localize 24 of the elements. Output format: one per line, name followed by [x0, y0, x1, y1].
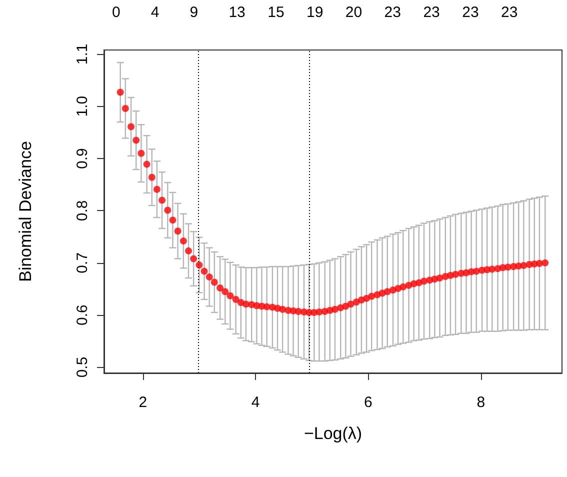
y-tick-label: 0.5 — [74, 356, 91, 378]
text: 20 — [345, 4, 362, 21]
text: 0 — [112, 4, 120, 21]
y-axis-title: Binomial Deviance — [16, 141, 35, 282]
text: 13 — [228, 4, 246, 21]
text: 23 — [423, 4, 440, 21]
text: 23 — [462, 4, 479, 21]
y-tick-label: 1.1 — [74, 44, 91, 65]
text: 15 — [268, 4, 284, 21]
text: 23 — [501, 4, 518, 21]
x-tick-label: 4 — [251, 394, 260, 411]
y-tick-label: 0.8 — [74, 200, 91, 222]
text: 23 — [384, 4, 401, 21]
text: 9 — [190, 4, 198, 21]
y-tick-label: 0.6 — [74, 304, 91, 326]
x-tick-label: 8 — [476, 394, 486, 411]
x-tick-label: 6 — [364, 394, 372, 411]
y-tick-label: 1.0 — [74, 96, 91, 117]
text: 19 — [306, 4, 324, 21]
text: 4 — [150, 4, 160, 21]
y-tick-label: 0.9 — [74, 148, 91, 169]
y-tick-label: 0.7 — [74, 252, 91, 274]
x-axis-title: −Log(λ) — [304, 424, 362, 443]
x-tick-label: 2 — [138, 394, 148, 411]
